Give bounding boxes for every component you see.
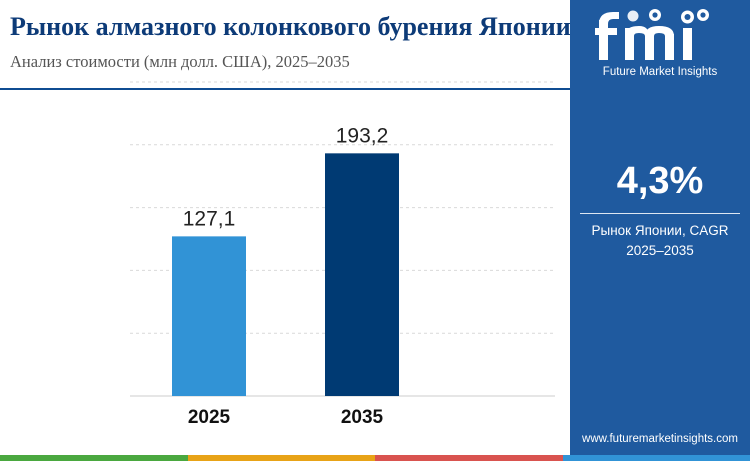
page-subtitle: Анализ стоимости (млн долл. США), 2025–2…: [10, 52, 350, 71]
x-tick-label: 2025: [188, 407, 231, 428]
strip-segment-3: [375, 455, 563, 461]
strip-segment-1: [0, 455, 188, 461]
bottom-color-strip: [0, 455, 750, 461]
bar-value-label: 127,1: [183, 207, 236, 230]
cagr-label: Рынок Японии, CAGR 2025–2035: [570, 221, 750, 261]
brand-name: Future Market Insights: [602, 66, 718, 78]
header-divider: [0, 88, 570, 90]
cagr-divider: [580, 213, 740, 214]
bar-chart: 127,1 193,2 2025 2035: [130, 81, 555, 428]
strip-segment-4: [562, 455, 750, 461]
chart-bars: [172, 153, 399, 396]
cagr-label-line2: 2025–2035: [626, 243, 694, 258]
strip-segment-2: [187, 455, 375, 461]
cagr-label-line1: Рынок Японии, CAGR: [591, 223, 729, 238]
chart-x-ticks: 2025 2035: [188, 407, 384, 428]
website-link[interactable]: www.futuremarketinsights.com: [582, 433, 738, 445]
page-title: Рынок алмазного колонкового бурения Япон…: [10, 12, 571, 41]
x-tick-label: 2035: [341, 407, 384, 428]
bar-value-label: 193,2: [336, 124, 389, 147]
cagr-value: 4,3%: [616, 160, 704, 202]
bar-2035: [325, 153, 399, 396]
fmi-logo-icon: [595, 9, 709, 60]
bar-2025: [172, 236, 246, 396]
chart-value-labels: 127,1 193,2: [183, 124, 389, 230]
side-panel: Future Market Insights 4,3% Рынок Японии…: [570, 0, 750, 455]
